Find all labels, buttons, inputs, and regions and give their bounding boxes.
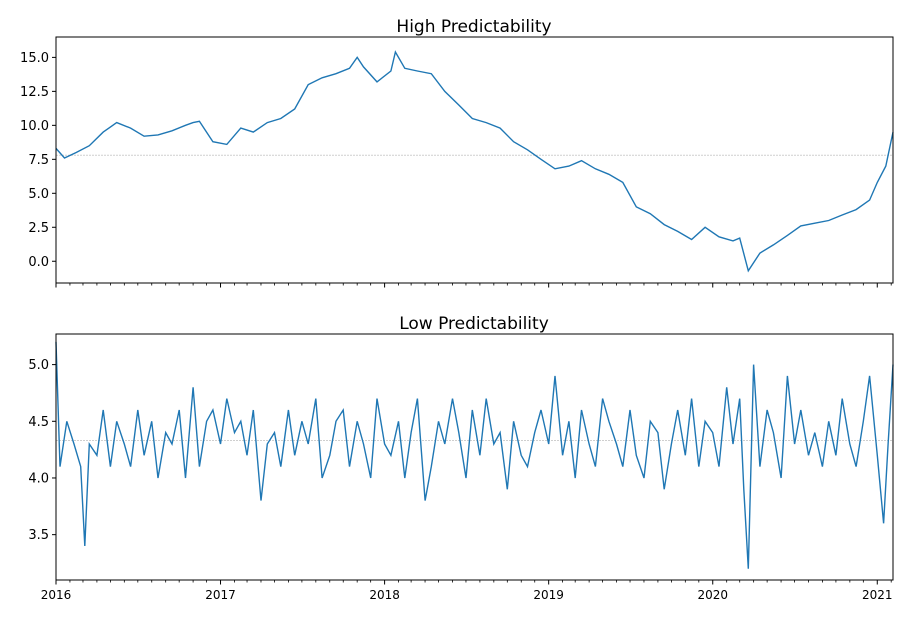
y-tick-label: 2.5	[28, 221, 49, 236]
x-tick-label: 2018	[369, 588, 400, 602]
plot-frame	[55, 36, 894, 284]
x-axis-ticks	[55, 283, 892, 288]
y-axis: 3.5 4.0 4.5 5.0	[28, 358, 56, 543]
y-tick-label: 5.0	[28, 358, 49, 373]
y-tick-label: 15.0	[20, 51, 49, 66]
y-tick-label: 3.5	[28, 528, 49, 543]
y-axis: 0.0 2.5 5.0 7.5 10.0 12.5 15.0	[20, 51, 56, 270]
x-tick-label: 2021	[862, 588, 893, 602]
y-tick-label: 10.0	[20, 119, 49, 134]
high-predictability-panel: High Predictability 0.0 2.5 5.0 7.5 10.0 12.5…	[20, 17, 894, 288]
chart-title: High Predictability	[396, 17, 551, 37]
x-axis: 2016 2017 2018 2019 2020 2021	[41, 580, 893, 602]
x-tick-label: 2016	[41, 588, 72, 602]
y-tick-label: 7.5	[28, 153, 49, 168]
plot-frame	[55, 333, 894, 581]
y-tick-label: 5.0	[28, 187, 49, 202]
chart-title: Low Predictability	[399, 314, 549, 334]
y-tick-label: 12.5	[20, 85, 49, 100]
x-tick-label: 2020	[697, 588, 728, 602]
x-tick-label: 2019	[533, 588, 564, 602]
low-predictability-panel: Low Predictability 3.5 4.0 4.5 5.0 2016 2017…	[28, 314, 894, 602]
series-line	[55, 50, 894, 273]
y-tick-label: 4.5	[28, 415, 49, 430]
y-tick-label: 0.0	[28, 255, 49, 270]
x-tick-label: 2017	[205, 588, 236, 602]
series-line	[55, 341, 894, 569]
y-tick-label: 4.0	[28, 471, 49, 486]
